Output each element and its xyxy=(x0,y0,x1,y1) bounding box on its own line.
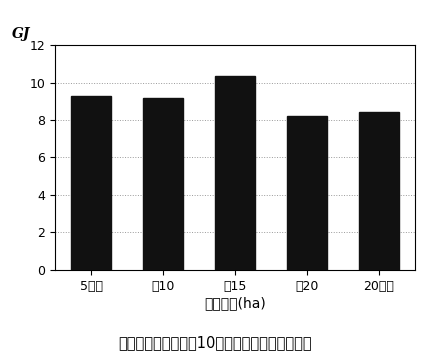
Bar xyxy=(71,96,111,270)
Text: GJ: GJ xyxy=(12,27,30,41)
Bar xyxy=(287,116,327,270)
Bar xyxy=(143,97,183,270)
Bar xyxy=(359,113,399,270)
X-axis label: 作付規模(ha): 作付規模(ha) xyxy=(204,297,266,311)
Bar xyxy=(215,76,255,270)
Text: 図２　協業経営体の10ａ当たり投入エネルギー: 図２ 協業経営体の10ａ当たり投入エネルギー xyxy=(118,336,312,350)
